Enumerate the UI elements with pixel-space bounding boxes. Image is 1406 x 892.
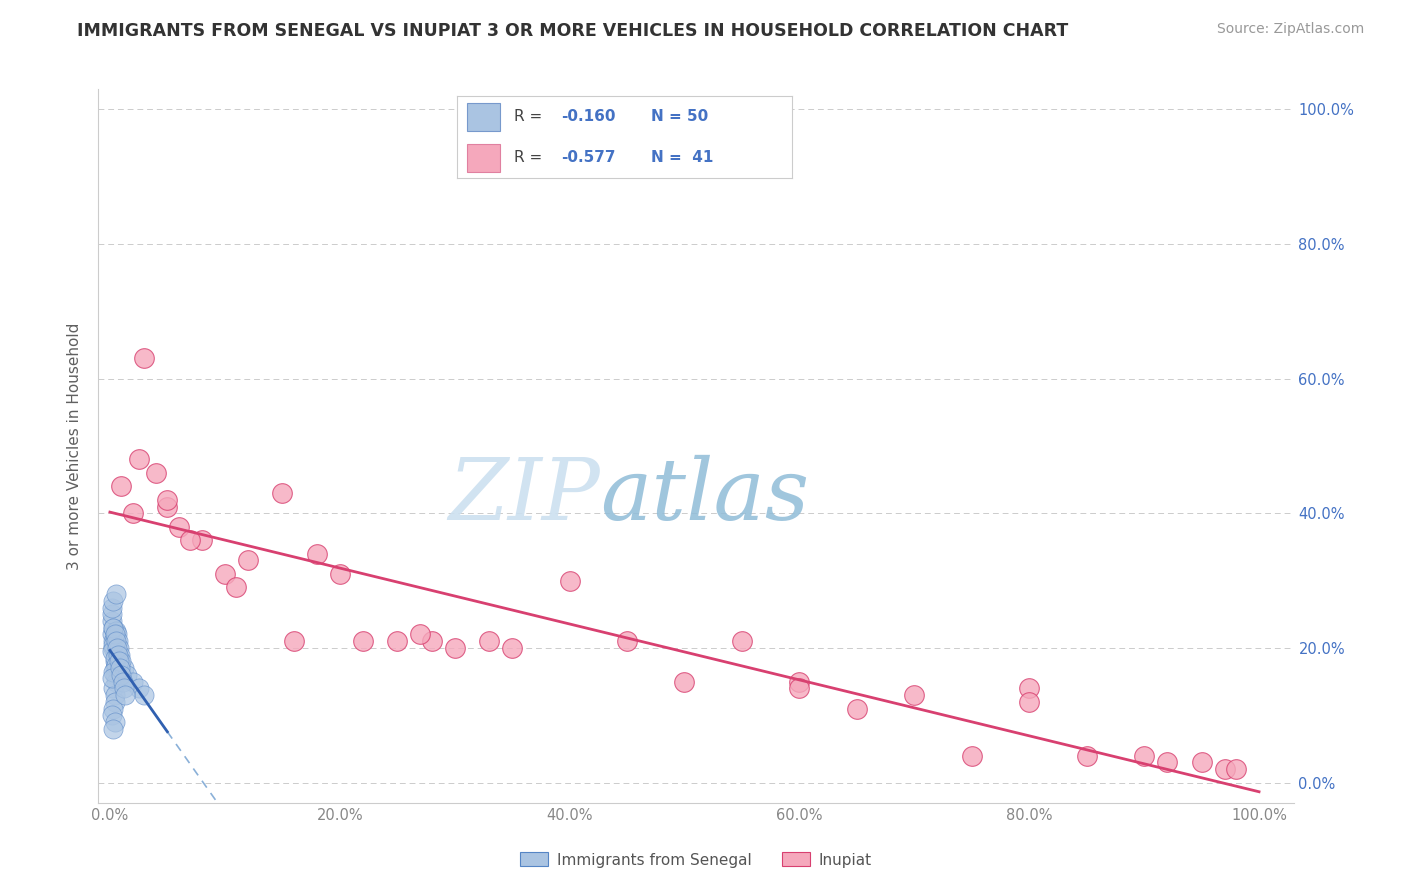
Point <box>103 638 125 652</box>
Point <box>104 624 127 639</box>
Point <box>104 648 127 662</box>
Point <box>478 634 501 648</box>
Point <box>156 492 179 507</box>
Point <box>145 466 167 480</box>
Point <box>1213 762 1236 776</box>
Point <box>108 640 131 655</box>
Point <box>114 688 136 702</box>
Point <box>156 500 179 514</box>
Point <box>110 668 132 682</box>
Point <box>731 634 754 648</box>
Point <box>305 547 328 561</box>
Point <box>101 644 124 658</box>
Point <box>108 655 131 669</box>
Point <box>616 634 638 648</box>
Point <box>271 486 294 500</box>
Point <box>1225 762 1247 776</box>
Point <box>789 674 811 689</box>
Point <box>104 657 127 672</box>
Point <box>128 681 150 696</box>
Point <box>214 566 236 581</box>
Point <box>103 627 125 641</box>
Point <box>1191 756 1213 770</box>
Text: ZIP: ZIP <box>449 455 600 537</box>
Text: Source: ZipAtlas.com: Source: ZipAtlas.com <box>1216 22 1364 37</box>
Point <box>103 621 125 635</box>
Point <box>110 479 132 493</box>
Point <box>103 681 125 696</box>
Point <box>103 722 125 736</box>
Point <box>409 627 432 641</box>
Point <box>1133 748 1156 763</box>
Point <box>103 668 125 682</box>
Point <box>101 671 124 685</box>
Point <box>103 640 125 655</box>
Point <box>105 640 128 655</box>
Point <box>103 594 125 608</box>
Point <box>103 631 125 645</box>
Point <box>128 452 150 467</box>
Point <box>558 574 581 588</box>
Point <box>225 580 247 594</box>
Point <box>103 665 125 679</box>
Point <box>789 681 811 696</box>
Text: atlas: atlas <box>600 455 810 537</box>
Point <box>329 566 352 581</box>
Point <box>101 607 124 622</box>
Point <box>112 661 135 675</box>
Point <box>960 748 983 763</box>
Point <box>283 634 305 648</box>
Point <box>167 520 190 534</box>
Point <box>236 553 259 567</box>
Point <box>122 674 145 689</box>
Point <box>122 506 145 520</box>
Point <box>103 661 125 675</box>
Point <box>107 634 129 648</box>
Point <box>103 714 125 729</box>
Point <box>111 674 134 689</box>
Point <box>1018 681 1040 696</box>
Point <box>179 533 201 548</box>
Point <box>104 634 127 648</box>
Point <box>101 627 124 641</box>
Point <box>443 640 465 655</box>
Point <box>107 648 129 662</box>
Point <box>103 655 125 669</box>
Text: IMMIGRANTS FROM SENEGAL VS INUPIAT 3 OR MORE VEHICLES IN HOUSEHOLD CORRELATION C: IMMIGRANTS FROM SENEGAL VS INUPIAT 3 OR … <box>77 22 1069 40</box>
Point <box>112 681 135 696</box>
Point <box>903 688 925 702</box>
Point <box>103 634 125 648</box>
Point <box>110 648 132 662</box>
Point <box>104 674 127 689</box>
Point <box>134 351 156 366</box>
Point <box>385 634 409 648</box>
Point <box>845 701 868 715</box>
Point <box>103 621 125 635</box>
Point <box>501 640 523 655</box>
Point <box>420 634 443 648</box>
Legend: Immigrants from Senegal, Inupiat: Immigrants from Senegal, Inupiat <box>515 847 877 873</box>
Point <box>103 688 125 702</box>
Point <box>191 533 214 548</box>
Point <box>115 668 138 682</box>
Point <box>104 587 127 601</box>
Point <box>352 634 374 648</box>
Point <box>101 600 124 615</box>
Point <box>101 708 124 723</box>
Point <box>103 695 125 709</box>
Point <box>105 627 128 641</box>
Point <box>1156 756 1178 770</box>
Point <box>110 661 132 675</box>
Point <box>103 701 125 715</box>
Point <box>134 688 156 702</box>
Point <box>103 651 125 665</box>
Point <box>101 614 124 628</box>
Point <box>110 655 132 669</box>
Point <box>1018 695 1040 709</box>
Point <box>1076 748 1098 763</box>
Point <box>673 674 696 689</box>
Y-axis label: 3 or more Vehicles in Household: 3 or more Vehicles in Household <box>67 322 83 570</box>
